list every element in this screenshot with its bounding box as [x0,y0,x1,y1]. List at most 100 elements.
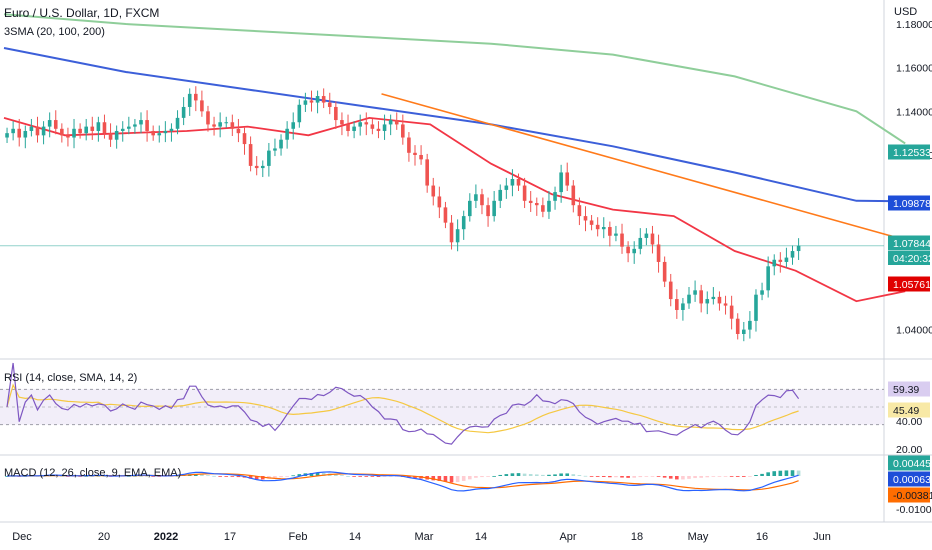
candle-body [583,216,588,221]
macd-histogram-bar [334,474,338,476]
candle-body [206,111,210,125]
candle-body [133,124,137,127]
last-price-tag: 1.07844 [893,238,931,250]
macd-histogram-bar [760,473,764,476]
macd-histogram-bar [340,475,344,476]
macd-histogram-bar [778,470,783,476]
candle-body [321,96,326,103]
macd-histogram-bar [547,474,551,476]
macd-histogram-bar [194,474,198,476]
macd-histogram-bar [60,475,64,477]
price-tick-label: 1.04000 [896,325,932,337]
candle-body [11,128,15,134]
candle-body [279,139,283,149]
candle-body [608,227,612,236]
candle-body [120,128,125,131]
candle-body [742,329,746,334]
macd-histogram-bar [766,472,770,476]
candle-body [370,124,375,129]
macd-histogram-bar [285,476,289,477]
sma20-line [3,116,906,303]
candle-body [358,122,362,127]
sma-legend: 3SMA (20, 100, 200) [4,26,105,38]
time-tick-label: 17 [224,531,236,543]
macd-tick-label: -0.01000 [896,504,932,516]
candle-body [796,245,801,252]
candle-body [626,246,630,254]
candle-body [297,104,302,123]
macd-histogram-bar [748,476,752,477]
sma200-line [3,13,906,145]
candle-body [790,251,795,258]
macd-histogram-bar [66,476,70,477]
candle-body [766,266,770,291]
macd-histogram-bar [449,476,454,483]
candle-body [108,133,113,140]
rsi-line [6,362,800,445]
currency-label: USD [894,6,918,18]
sma100-tag-box [888,195,930,211]
candle-body [23,130,28,138]
candle-body [200,100,204,112]
macd-histogram-bar [78,476,82,477]
countdown-tag-box [888,251,930,265]
macd-histogram-bar [668,476,673,479]
candle-body [242,133,247,145]
sma100-price-tag: 1.09878 [893,198,931,210]
candle-body [559,172,563,193]
macd-histogram-bar [145,475,149,477]
macd-histogram-bar [662,476,667,478]
candle-body [571,185,576,206]
candle-body [547,200,551,212]
macd-histogram-bar [553,474,557,476]
macd-histogram-bar [157,476,162,477]
macd-histogram-bar [346,475,350,477]
candle-body [565,172,570,186]
candle-body [419,154,423,160]
candle-body [388,120,393,125]
macd-histogram-bar [632,476,636,478]
candle-body [431,185,436,197]
candle-body [516,179,521,186]
macd-histogram-bar [352,476,356,477]
candle-body [394,120,399,125]
candle-body [376,128,381,131]
candle-body [443,207,448,223]
candle-body [260,165,265,169]
macd-histogram-bar [729,476,734,477]
candle-body [175,117,180,129]
macd-histogram-bar [565,473,570,476]
candle-body [748,320,752,330]
macd-histogram-bar [72,476,76,477]
macd-histogram-bar [620,476,624,478]
sma20-tag-box [888,276,930,292]
sma200-price-tag: 1.12533 [893,147,931,159]
rsi-ma-tag-box [888,402,930,418]
macd-hist-tag-box [888,455,930,471]
macd-histogram-bar [431,476,436,481]
macd-histogram-bar [675,476,679,480]
candle-body [151,130,155,136]
candle-body [449,222,454,243]
macd-histogram-bar [102,475,107,477]
trendline [381,93,930,248]
macd-histogram-bar [127,475,131,477]
time-tick-label: Mar [415,531,434,543]
macd-histogram-bar [608,476,612,478]
candle-body [303,100,308,105]
candle-body [644,233,649,238]
candle-body [212,124,216,127]
candle-body [729,305,734,319]
macd-histogram-bar [291,475,296,477]
candle-body [401,124,405,138]
time-tick-label: May [688,531,709,543]
candle-body [218,122,222,127]
candle-body [96,122,101,131]
candle-body [114,130,119,140]
time-tick-label: 2022 [154,531,178,543]
macd-histogram-bar [717,476,722,477]
time-tick-label: Dec [12,531,32,543]
macd-histogram-bar [212,475,216,477]
rsi-band [0,389,884,425]
